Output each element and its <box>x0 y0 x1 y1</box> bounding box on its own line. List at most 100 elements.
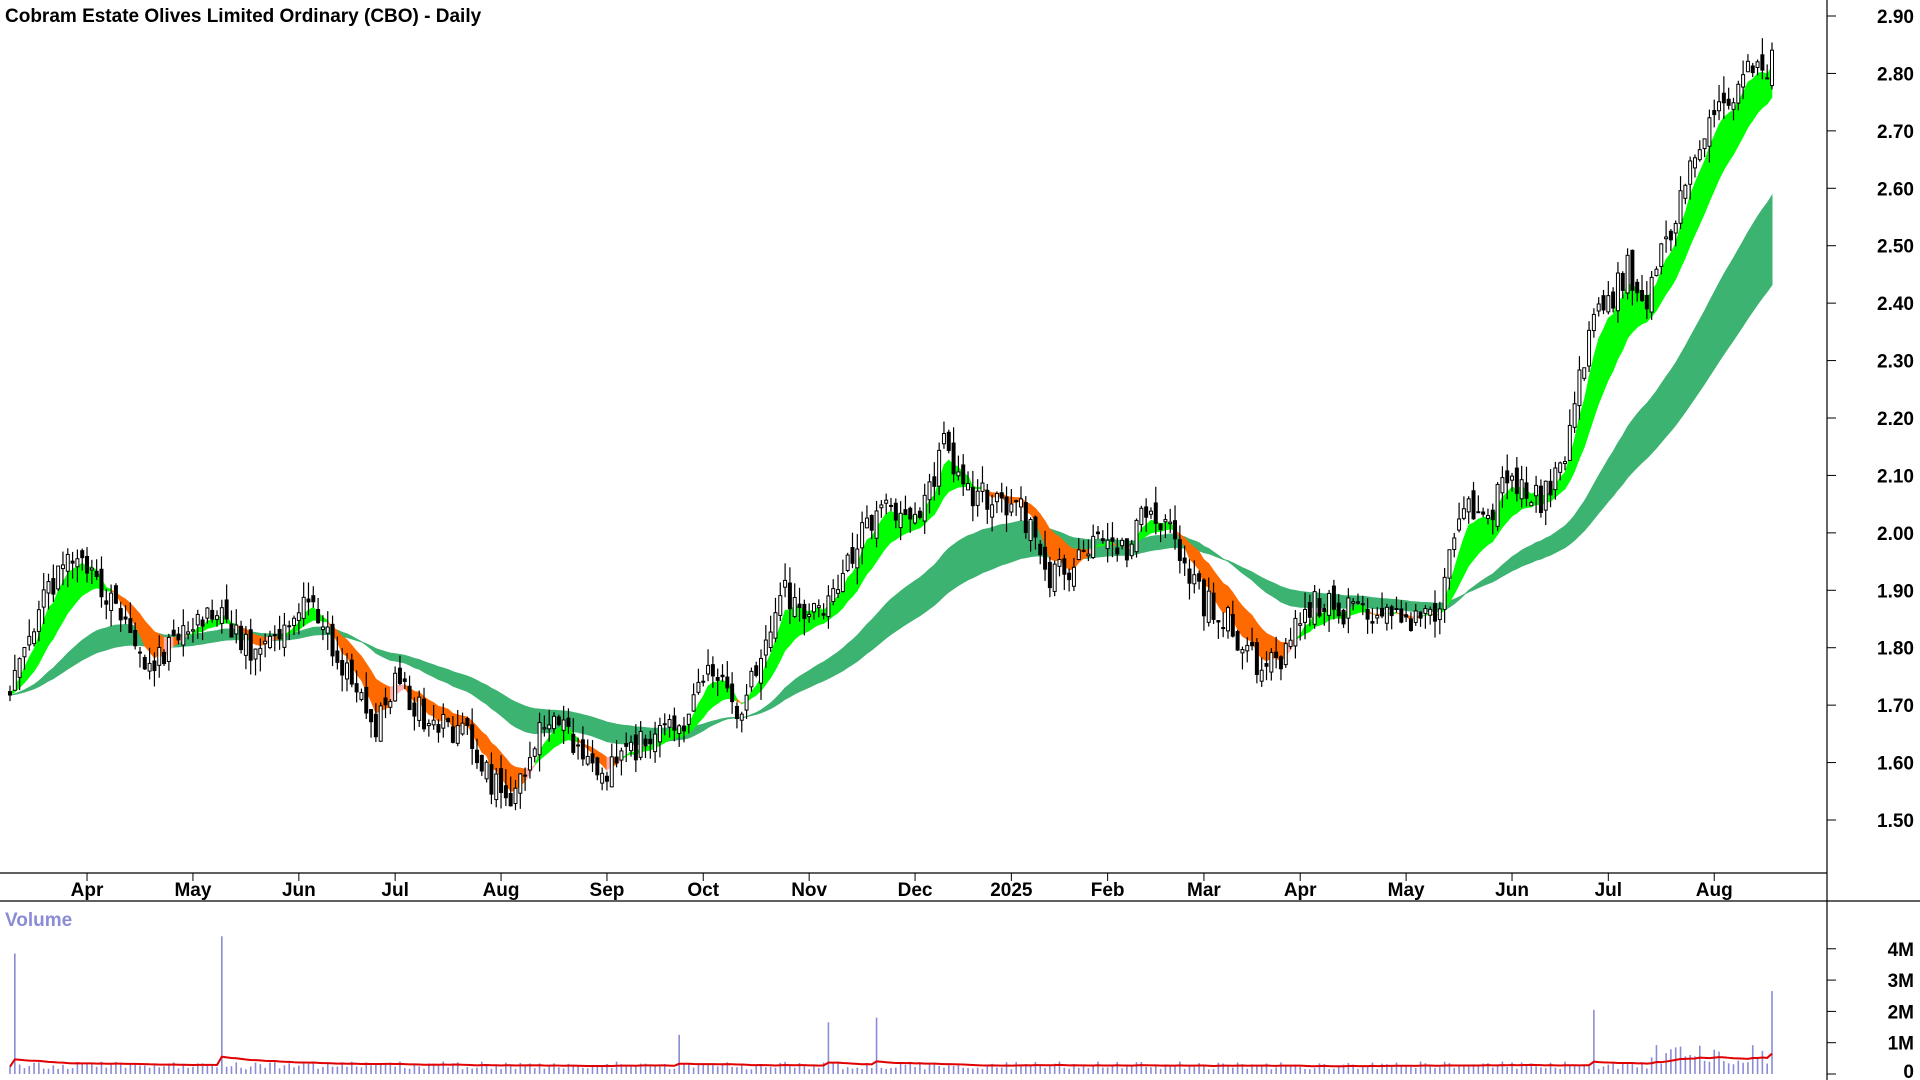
volume-tick-label: 4M <box>1888 940 1914 961</box>
candle <box>474 738 479 769</box>
candle-body <box>1755 61 1760 68</box>
candle <box>1683 183 1688 205</box>
short-term-ma-band-segment <box>1011 496 1017 504</box>
price-tick-label: 2.40 <box>1877 294 1914 315</box>
candle <box>1712 99 1717 128</box>
candle <box>1548 469 1553 508</box>
candle <box>609 743 614 788</box>
candle-body <box>1394 608 1399 611</box>
short-term-ma-band-segment <box>1598 328 1604 404</box>
candle-body <box>1495 483 1500 527</box>
candle-body <box>860 522 865 549</box>
candle <box>1221 612 1226 638</box>
candle-body <box>1254 642 1259 675</box>
candle <box>171 619 176 637</box>
candle <box>1457 502 1462 533</box>
candle <box>494 767 499 808</box>
candle <box>508 776 513 807</box>
candle-body <box>1047 561 1052 589</box>
candle-body <box>1014 500 1019 503</box>
candle-body <box>1283 643 1288 666</box>
candle-body <box>985 489 990 510</box>
candle-body <box>1062 558 1067 575</box>
candle <box>373 703 378 742</box>
candle-body <box>999 492 1004 499</box>
candle-body <box>1216 620 1221 623</box>
candle-body <box>730 683 735 703</box>
candle <box>518 773 523 809</box>
candle-body <box>94 570 99 577</box>
candle <box>22 647 27 670</box>
candle <box>1591 308 1596 338</box>
short-term-ma-band-segment <box>1473 518 1479 561</box>
candle-body <box>1712 109 1717 116</box>
candle <box>1139 505 1144 532</box>
candle <box>677 724 682 747</box>
candle-body <box>686 713 691 725</box>
candle <box>1014 499 1019 516</box>
candle <box>1293 610 1298 659</box>
candle <box>619 747 624 776</box>
time-tick-label: Oct <box>687 880 719 901</box>
candle-body <box>1404 614 1409 618</box>
candle <box>99 556 104 608</box>
candle-body <box>1380 607 1385 617</box>
candle <box>1043 530 1048 581</box>
candle-body <box>1582 367 1587 379</box>
candle-body <box>210 609 215 620</box>
candle-body <box>1485 515 1490 519</box>
candle-body <box>1558 462 1563 473</box>
candle-body <box>258 647 263 655</box>
candle <box>1023 496 1028 539</box>
candle <box>1086 539 1091 562</box>
price-tick-label: 2.50 <box>1877 237 1914 258</box>
candle <box>263 633 268 658</box>
candle <box>889 497 893 512</box>
candle <box>701 674 706 687</box>
candle-body <box>1640 289 1645 302</box>
candle-body <box>1765 77 1770 80</box>
candle-body <box>1110 537 1115 542</box>
candle <box>1490 503 1495 535</box>
candle <box>1384 603 1389 631</box>
candle-body <box>759 657 764 684</box>
price-tick-label: 1.70 <box>1877 696 1914 717</box>
candle <box>975 479 980 517</box>
candle-body <box>239 625 244 651</box>
candle <box>349 653 354 688</box>
candle <box>1312 585 1317 629</box>
candle-body <box>850 547 855 564</box>
short-term-ma-band-segment <box>847 572 853 603</box>
candle <box>648 730 653 759</box>
candle <box>1052 560 1057 597</box>
candle <box>210 599 215 623</box>
candle <box>734 702 739 729</box>
candle-body <box>1567 424 1572 461</box>
candle <box>128 602 133 634</box>
candle <box>1514 457 1519 502</box>
candle <box>157 635 162 678</box>
candle <box>763 625 768 668</box>
candle-body <box>749 670 754 688</box>
candle <box>811 602 816 620</box>
candle <box>1211 582 1216 624</box>
candle <box>1071 557 1076 592</box>
candle <box>147 647 152 680</box>
candle <box>181 609 186 657</box>
candle <box>176 626 181 645</box>
candle-body <box>657 725 662 743</box>
candle <box>1567 409 1572 461</box>
candle-body <box>884 499 889 504</box>
candle <box>470 708 475 765</box>
candle <box>908 506 913 533</box>
candle-body <box>128 618 133 634</box>
candle <box>340 648 345 692</box>
candle <box>1510 472 1515 492</box>
candle <box>1365 598 1370 634</box>
candle-body <box>1447 549 1452 579</box>
candle-body <box>1726 98 1731 106</box>
candle <box>937 442 942 496</box>
short-term-ma-band-segment <box>717 679 723 705</box>
candle <box>595 756 600 781</box>
candle-body <box>503 785 508 799</box>
